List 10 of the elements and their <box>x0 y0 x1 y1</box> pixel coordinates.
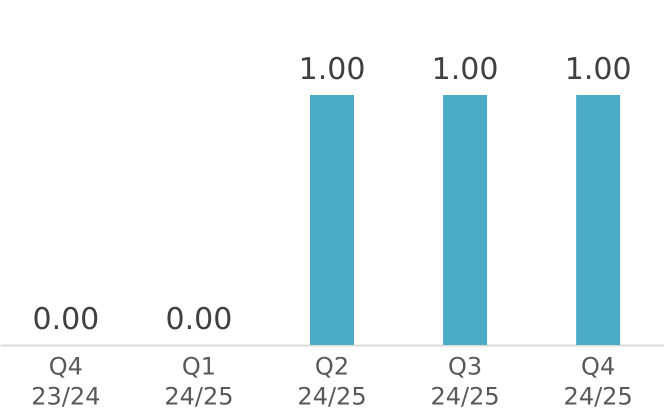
data-label: 1.00 <box>298 52 366 87</box>
data-label: 0.00 <box>32 302 100 337</box>
data-label: 1.00 <box>564 52 632 87</box>
x-tick-label: Q4 23/24 <box>31 352 100 408</box>
data-label: 0.00 <box>166 302 232 337</box>
x-tick-label: Q4 24/25 <box>564 352 633 408</box>
x-tick-label: Q2 24/25 <box>297 352 367 408</box>
x-tick-label: Q3 24/25 <box>430 352 500 408</box>
data-label: 1.00 <box>432 52 498 87</box>
x-tick-label: Q1 24/25 <box>164 352 234 408</box>
